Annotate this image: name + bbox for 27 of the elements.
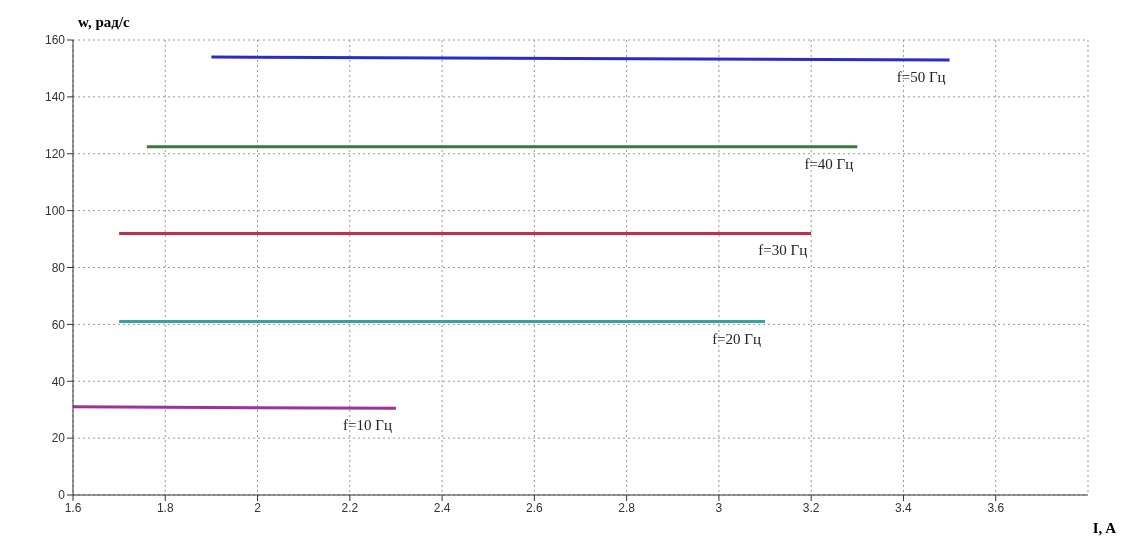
- y-tick-label: 0: [58, 488, 66, 503]
- x-tick-label: 2: [254, 500, 262, 515]
- x-tick-label: 2.4: [433, 500, 451, 515]
- x-tick-label: 2.6: [526, 500, 544, 515]
- x-axis-title: I, A: [1092, 520, 1116, 537]
- series-label: f=40 Гц: [804, 155, 854, 172]
- x-tick-label: 1.8: [156, 500, 174, 515]
- x-tick-label: 1.6: [64, 500, 82, 515]
- y-tick-label: 120: [44, 147, 66, 162]
- y-tick-label: 160: [44, 33, 66, 48]
- y-tick-label: 60: [51, 317, 66, 332]
- x-tick-label: 2.2: [341, 500, 359, 515]
- x-tick-label: 3: [715, 500, 723, 515]
- y-tick-label: 40: [51, 374, 66, 389]
- x-tick-label: 2.8: [618, 500, 636, 515]
- y-axis-title: w, рад/с: [78, 14, 130, 31]
- y-tick-label: 140: [44, 90, 66, 105]
- y-tick-label: 20: [51, 431, 66, 446]
- series-label: f=30 Гц: [758, 242, 808, 259]
- y-tick-label: 80: [51, 260, 66, 275]
- series-label: f=10 Гц: [343, 417, 392, 434]
- y-tick-label: 100: [44, 203, 66, 218]
- x-tick-label: 3.6: [987, 500, 1005, 515]
- x-tick-label: 3.4: [895, 500, 913, 515]
- x-tick-label: 3.2: [802, 500, 820, 515]
- series-label: f=20 Гц: [712, 330, 762, 347]
- series-label: f=50 Гц: [896, 68, 946, 85]
